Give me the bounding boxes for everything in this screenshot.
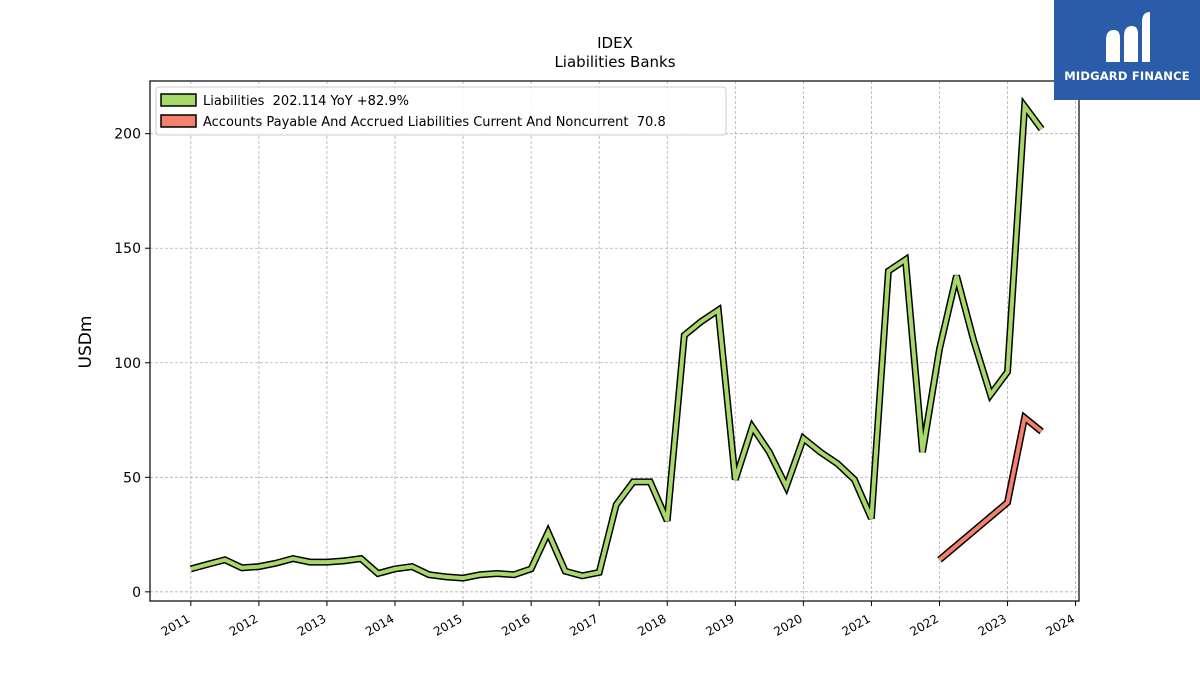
midgard-finance-logo: MIDGARD FINANCE — [1054, 0, 1200, 100]
series-0-group — [189, 96, 1045, 582]
series-1-group — [937, 411, 1044, 563]
x-tick-label: 2023 — [976, 611, 1009, 638]
series-0-line — [190, 100, 1044, 581]
series-lines — [189, 96, 1045, 582]
y-tick-label: 150 — [114, 241, 141, 257]
legend-swatch-accounts-payable — [160, 114, 197, 128]
logo-text: MIDGARD FINANCE — [1064, 69, 1190, 83]
y-axis-label: USDm — [76, 316, 96, 369]
y-tick-label: 50 — [123, 470, 141, 486]
legend: Liabilities 202.114 YoY +82.9% Accounts … — [155, 86, 727, 136]
legend-frame — [155, 86, 727, 136]
legend-swatch-liabilities — [160, 93, 197, 107]
plot-frame — [149, 80, 1080, 602]
x-tick-label: 2017 — [567, 611, 600, 638]
y-tick-label: 0 — [132, 585, 141, 601]
x-tick-label: 2016 — [499, 611, 532, 638]
x-axis: 2011 2012 2013 2014 2015 2016 2017 2018 2019 2020… — [159, 601, 1077, 639]
chart-title: IDEX — [597, 34, 633, 52]
x-tick-label: 2014 — [363, 611, 396, 638]
x-tick-label: 2018 — [635, 611, 668, 638]
legend-label-liabilities: Liabilities 202.114 YoY +82.9% — [203, 94, 409, 109]
x-tick-label: 2015 — [431, 611, 464, 638]
y-tick-label: 100 — [114, 356, 141, 372]
series-1-outline — [937, 411, 1044, 563]
logo-mark-icon — [1106, 12, 1150, 62]
y-axis: 0 50 100 150 200 — [114, 127, 150, 601]
chart-subtitle: Liabilities Banks — [554, 53, 675, 71]
x-tick-label: 2013 — [295, 611, 328, 638]
x-tick-label: 2019 — [703, 611, 736, 638]
x-tick-label: 2022 — [908, 611, 941, 638]
series-1-line — [938, 414, 1043, 562]
x-tick-label: 2021 — [839, 611, 872, 638]
y-tick-label: 200 — [114, 127, 141, 143]
legend-label-accounts-payable: Accounts Payable And Accrued Liabilities… — [203, 115, 666, 130]
x-tick-label: 2020 — [771, 611, 804, 638]
x-tick-label: 2024 — [1044, 611, 1077, 638]
x-tick-label: 2012 — [227, 611, 260, 638]
x-tick-label: 2011 — [159, 611, 192, 638]
